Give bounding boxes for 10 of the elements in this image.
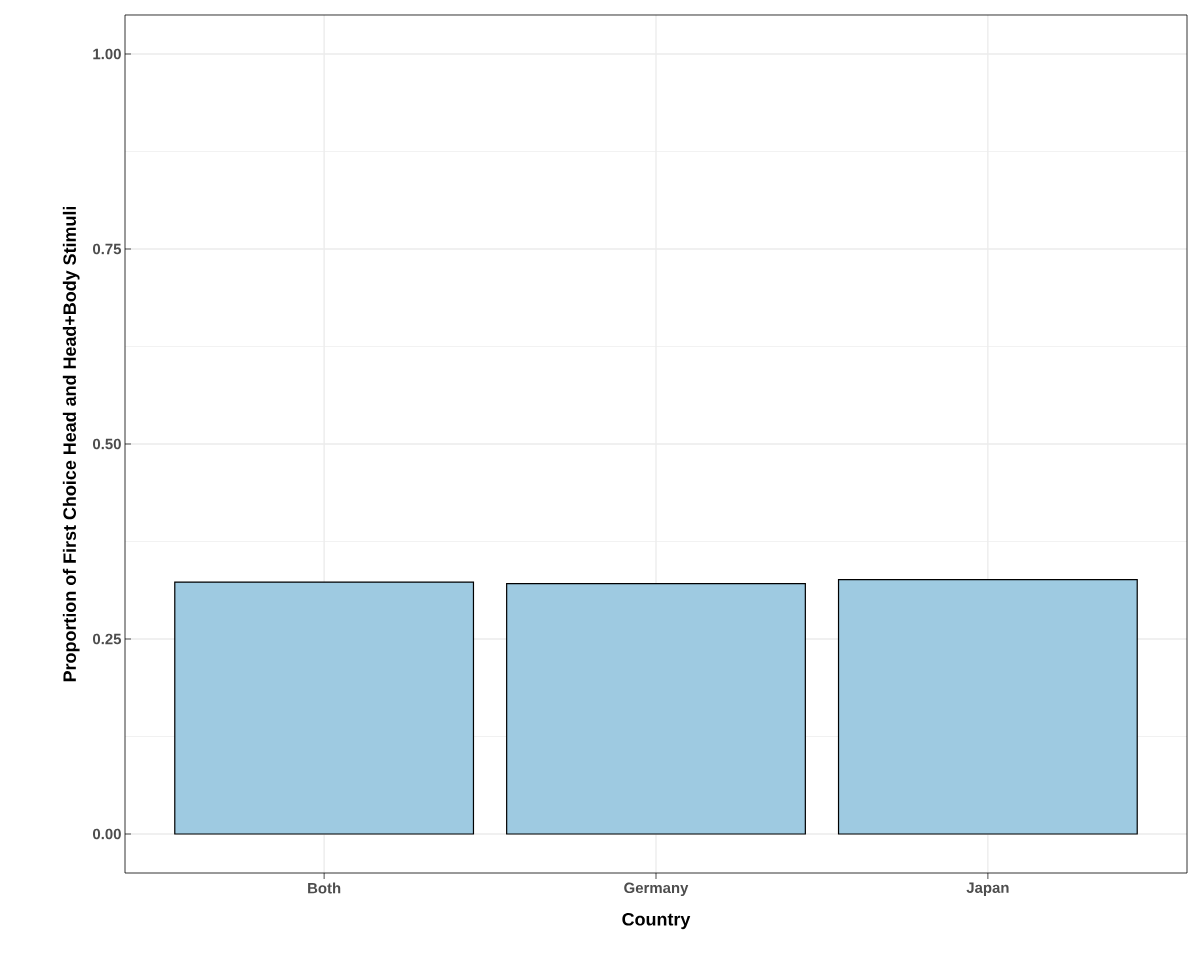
x-tick-label: Germany xyxy=(624,882,689,897)
y-tick-label: 1.00 xyxy=(93,48,121,60)
x-axis-title: Country xyxy=(622,912,691,930)
y-tick-label: 0.50 xyxy=(92,438,121,450)
y-tick-label: 0.00 xyxy=(92,828,121,840)
x-tick-label: Japan xyxy=(966,882,1009,896)
x-tick-label: Both xyxy=(308,882,341,894)
y-tick-label: 0.75 xyxy=(92,243,122,255)
y-tick-label: 0.25 xyxy=(92,633,122,645)
y-axis-title: Proportion of First Choice Head and Head+Body Stimuli xyxy=(62,206,80,682)
